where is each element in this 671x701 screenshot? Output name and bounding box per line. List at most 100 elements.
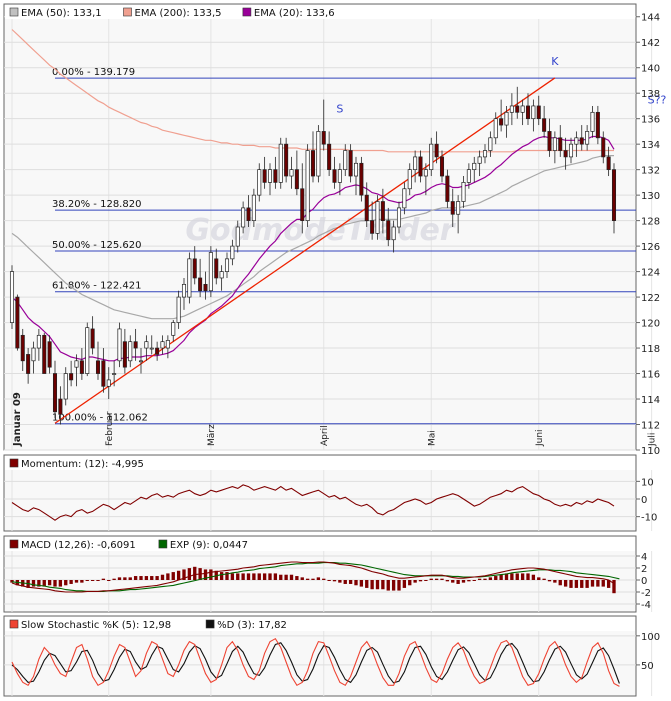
macd-histogram-bar	[461, 580, 466, 583]
candle-body	[262, 169, 267, 183]
macd-histogram-bar	[176, 570, 181, 580]
candle-body	[472, 162, 477, 171]
candle-body	[310, 150, 316, 177]
macd-histogram-bar	[580, 580, 584, 588]
candle	[278, 137, 283, 189]
macd-histogram-bar	[225, 572, 229, 580]
macd-histogram-bar	[472, 580, 476, 581]
macd-histogram-bar	[327, 580, 331, 581]
candle-body	[515, 105, 520, 113]
candle-body	[585, 131, 590, 145]
candle	[79, 348, 84, 380]
candle	[155, 341, 160, 361]
legend-label: %D (3): 17,82	[217, 620, 287, 631]
y-tick-label: 138	[641, 89, 660, 100]
candle	[133, 328, 138, 361]
stoch-k-line	[11, 637, 620, 687]
price-y-axis: 110 112 114 116 118 120 122 124 126 128 130 132 134 1…	[636, 13, 660, 457]
macd-histogram-bar	[397, 580, 401, 591]
candle-body	[138, 360, 144, 363]
ema20-line	[11, 135, 615, 362]
candle	[531, 99, 536, 132]
macd-histogram-bar	[171, 572, 175, 580]
candle	[456, 195, 461, 234]
macd-line	[11, 561, 615, 593]
macd-histogram-bar	[193, 566, 197, 580]
candle	[20, 328, 25, 371]
candle-body	[542, 118, 547, 132]
legend-swatch	[9, 619, 19, 629]
candle-body	[466, 169, 471, 183]
candle-body	[552, 137, 557, 151]
candle	[423, 163, 428, 196]
candle-body	[47, 341, 52, 368]
legend-background	[5, 456, 635, 470]
candle	[198, 258, 203, 298]
candle	[47, 335, 52, 374]
candle-body	[456, 201, 461, 215]
macd-histogram-bar	[418, 580, 423, 582]
y-tick-label: 112	[641, 421, 660, 432]
macd-histogram-bar	[96, 580, 100, 581]
momentum-legend: Momentum: (12): -4,995	[5, 456, 635, 470]
candle	[472, 156, 477, 183]
macd-histogram-bar	[483, 578, 487, 580]
macd-histogram-bar	[279, 574, 283, 580]
legend-swatch	[9, 458, 19, 468]
candle	[520, 99, 525, 126]
macd-histogram-bar	[558, 580, 562, 586]
candle-body	[79, 360, 84, 374]
macd-histogram-bar	[236, 573, 240, 580]
candle-body	[595, 111, 600, 139]
fib-label: 38.20% - 128.820	[52, 199, 141, 210]
candle-body	[171, 322, 176, 336]
y-tick-label: 124	[641, 268, 660, 279]
candle	[504, 105, 509, 138]
candle-body	[246, 207, 251, 221]
y-tick-label: 100	[641, 632, 660, 643]
candle	[434, 131, 439, 164]
macd-histogram-bar	[128, 577, 132, 580]
candle	[370, 201, 375, 240]
candle-body	[42, 334, 47, 374]
candle-body	[284, 143, 289, 177]
macd-histogram-bar	[504, 573, 509, 580]
macd-lines	[11, 561, 620, 593]
macd-histogram-bar	[596, 580, 600, 587]
macd-histogram-bar	[311, 578, 315, 580]
candle-body	[327, 143, 332, 171]
candle	[450, 188, 455, 227]
macd-histogram-bar	[252, 573, 256, 580]
macd-histogram-bar	[246, 573, 251, 580]
legend-swatch	[9, 539, 19, 549]
y-tick-label: 10	[641, 477, 654, 488]
candle	[418, 150, 423, 183]
macd-histogram-bar	[348, 580, 353, 584]
candle-body	[181, 283, 187, 298]
macd-histogram-bar	[402, 580, 407, 588]
candle-body	[359, 162, 364, 196]
candle-body	[58, 398, 63, 415]
y-tick-label: 50	[641, 661, 654, 672]
macd-histogram-bar	[537, 577, 541, 580]
candle-body	[488, 137, 493, 151]
macd-histogram-bar	[107, 580, 111, 581]
macd-histogram-bar	[203, 569, 208, 580]
candle	[289, 156, 294, 189]
candle	[439, 150, 445, 183]
macd-histogram-bar	[359, 580, 364, 587]
candle-body	[198, 277, 203, 292]
candle-body	[15, 296, 20, 349]
candle-body	[122, 341, 127, 368]
macd-histogram-bar	[305, 578, 310, 580]
candle-body	[450, 201, 455, 215]
legend-label: Momentum: (12): -4,995	[21, 459, 144, 470]
month-label: Februar	[105, 411, 115, 446]
macd-histogram-bar	[445, 580, 450, 582]
candle-body	[375, 201, 380, 234]
candle-body	[267, 169, 273, 183]
candle	[176, 290, 181, 329]
candle	[493, 112, 498, 145]
candle	[353, 156, 359, 196]
